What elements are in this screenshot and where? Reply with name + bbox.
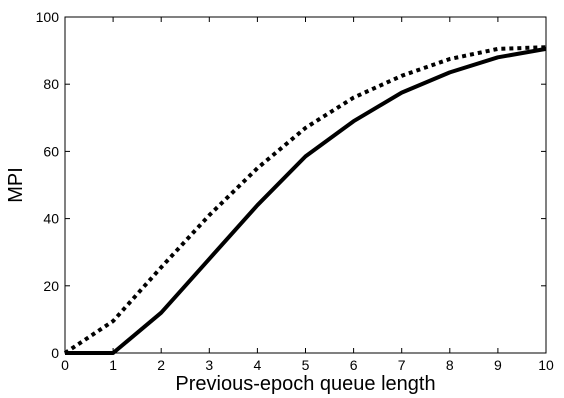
x-tick-label: 5 bbox=[302, 357, 310, 373]
y-tick-label: 60 bbox=[43, 143, 59, 159]
x-tick-label: 9 bbox=[494, 357, 502, 373]
x-tick-label: 7 bbox=[398, 357, 406, 373]
y-tick-label: 0 bbox=[51, 345, 59, 361]
x-tick-label: 0 bbox=[61, 357, 69, 373]
y-tick-label: 100 bbox=[36, 9, 60, 25]
y-tick-label: 20 bbox=[43, 278, 59, 294]
x-axis-title: Previous-epoch queue length bbox=[175, 373, 435, 395]
x-tick-label: 6 bbox=[350, 357, 358, 373]
x-tick-label: 2 bbox=[157, 357, 165, 373]
series-layer bbox=[63, 45, 547, 355]
series-line-solid bbox=[65, 46, 547, 355]
y-tick-label: 80 bbox=[43, 76, 59, 92]
x-tick-label: 3 bbox=[205, 357, 213, 373]
plot-frame bbox=[64, 16, 547, 354]
x-tick-label: 4 bbox=[254, 357, 262, 373]
series-line-dotted bbox=[63, 45, 547, 355]
x-tick-label: 10 bbox=[538, 357, 554, 373]
y-axis-title: MPI bbox=[5, 167, 27, 203]
x-tick-label: 1 bbox=[109, 357, 117, 373]
x-tick-label: 8 bbox=[446, 357, 454, 373]
y-tick-label: 40 bbox=[43, 211, 59, 227]
